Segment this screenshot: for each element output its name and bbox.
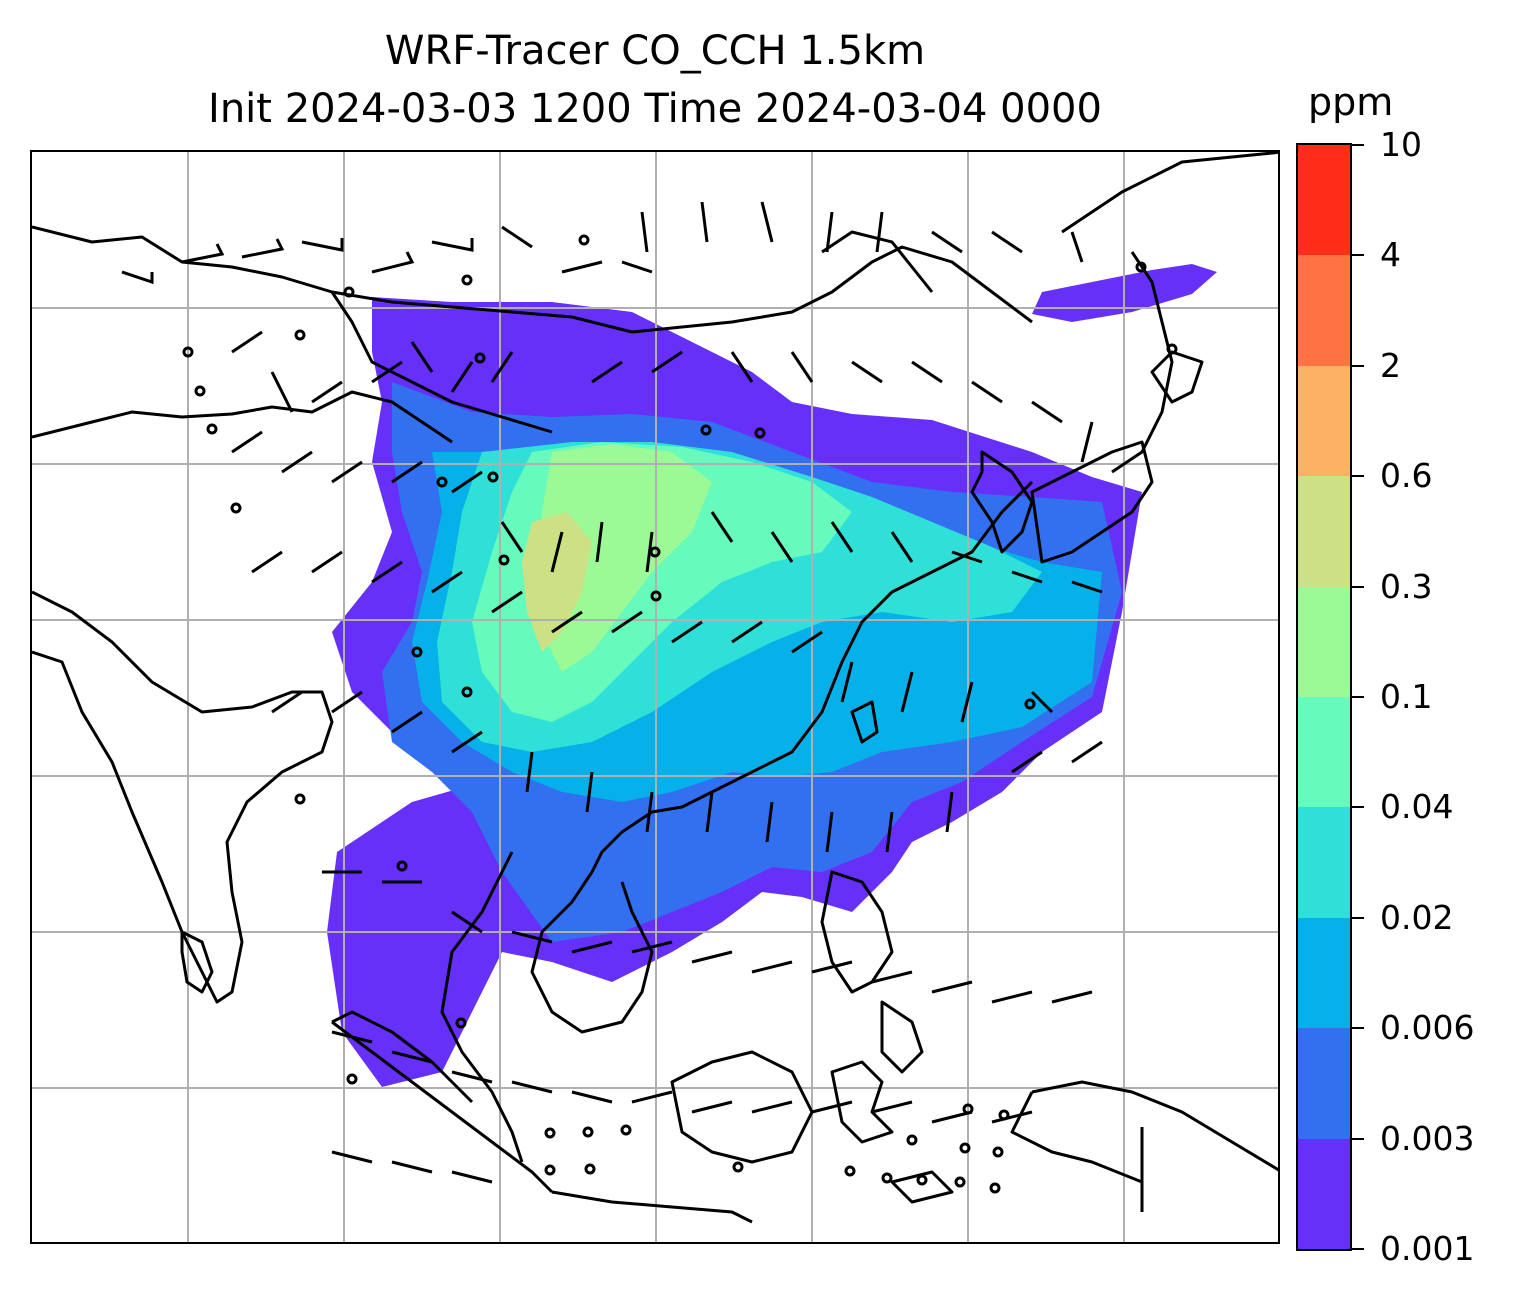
colorbar-tick xyxy=(1352,364,1364,367)
coastlines xyxy=(32,152,1278,1224)
map-panel[interactable] xyxy=(30,150,1280,1244)
colorbar-tick xyxy=(1352,475,1364,478)
colorbar-tick xyxy=(1352,916,1364,919)
colorbar-segment xyxy=(1298,476,1350,587)
colorbar-tick-label: 0.04 xyxy=(1380,787,1454,827)
colorbar-tick-label: 0.006 xyxy=(1380,1008,1475,1048)
colorbar-segment xyxy=(1298,1138,1350,1249)
colorbar-tick xyxy=(1352,1137,1364,1140)
map-title-line1: WRF-Tracer CO_CCH 1.5km xyxy=(384,28,926,74)
colorbar-segment xyxy=(1298,365,1350,477)
colorbar-tick-label: 2 xyxy=(1380,345,1401,385)
wind-barbs xyxy=(121,201,1103,1184)
colorbar-tick-label: 10 xyxy=(1380,125,1422,164)
colorbar-segment xyxy=(1298,586,1350,697)
colorbar-segment xyxy=(1298,696,1350,808)
colorbar-unit-label: ppm xyxy=(1308,80,1394,124)
map-title-line2: Init 2024-03-03 1200 Time 2024-03-04 000… xyxy=(208,86,1102,132)
colorbar-tick-label: 0.6 xyxy=(1380,456,1433,496)
calm-wind-circles xyxy=(182,234,1178,1194)
colorbar xyxy=(1296,143,1352,1251)
colorbar-tick xyxy=(1352,806,1364,809)
plume-level-7 xyxy=(522,512,592,652)
colorbar-segment xyxy=(1298,255,1350,366)
colorbar-segment xyxy=(1298,917,1350,1029)
colorbar-tick-label: 4 xyxy=(1380,235,1401,275)
colorbar-tick-label: 0.001 xyxy=(1380,1229,1475,1268)
colorbar-tick xyxy=(1352,696,1364,698)
colorbar-segment xyxy=(1298,1028,1350,1139)
colorbar-segment xyxy=(1298,807,1350,918)
colorbar-tick-label: 0.003 xyxy=(1380,1118,1475,1158)
colorbar-tick-label: 0.1 xyxy=(1380,677,1433,716)
colorbar-tick xyxy=(1352,144,1364,146)
plume-level-6 xyxy=(537,444,712,672)
colorbar-tick xyxy=(1352,1027,1364,1030)
map-canvas xyxy=(32,152,1278,1242)
colorbar-tick xyxy=(1352,254,1364,257)
colorbar-tick-label: 0.02 xyxy=(1380,897,1454,937)
colorbar-tick xyxy=(1352,585,1364,588)
colorbar-tick xyxy=(1352,1248,1364,1250)
colorbar-segment xyxy=(1298,144,1350,256)
colorbar-tick-label: 0.3 xyxy=(1380,566,1433,606)
